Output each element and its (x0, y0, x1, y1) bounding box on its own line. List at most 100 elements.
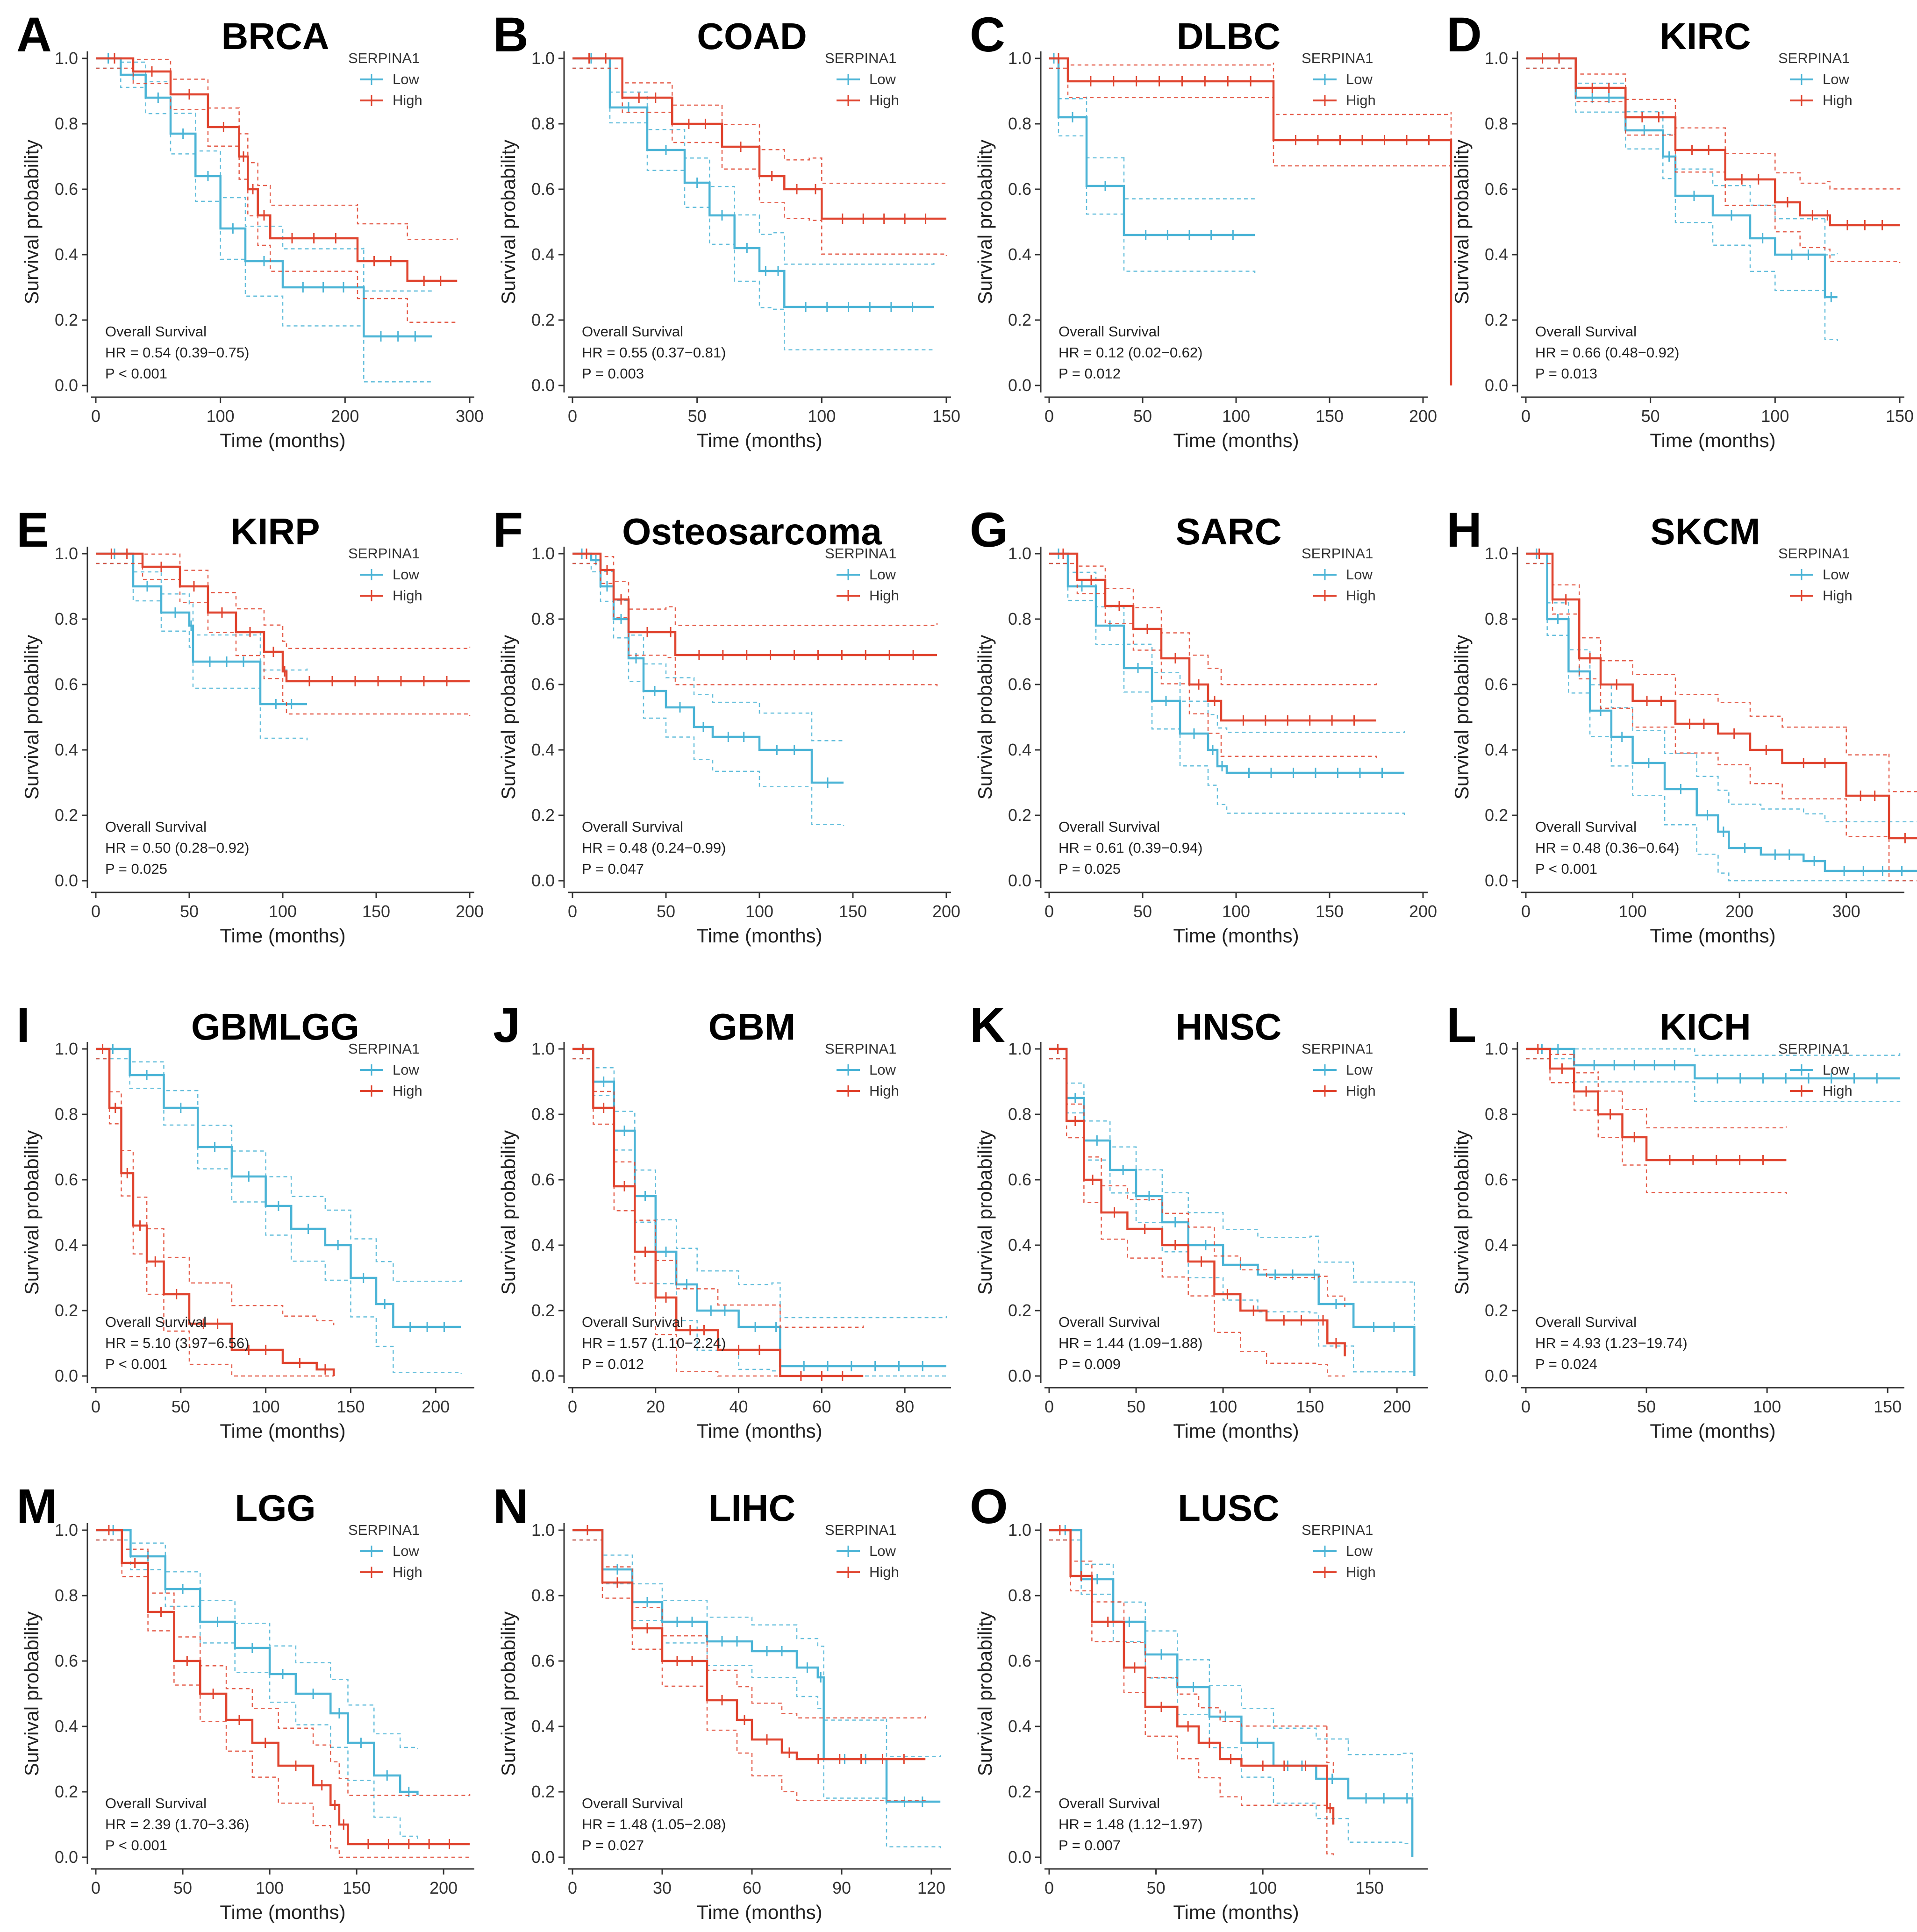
y-axis-title: Survival probability (497, 635, 519, 800)
legend-label-low: Low (1346, 1543, 1373, 1559)
y-tick-label: 0.8 (1485, 114, 1508, 133)
y-tick-label: 0.6 (1485, 675, 1508, 694)
x-tick-label: 100 (1222, 902, 1250, 921)
y-tick-label: 0.4 (1485, 1235, 1508, 1255)
hazard-ratio: HR = 1.57 (1.10−2.24) (582, 1335, 726, 1351)
x-tick-label: 0 (1044, 1878, 1054, 1897)
y-tick-label: 0.0 (531, 871, 555, 890)
x-tick-label: 150 (343, 1878, 371, 1897)
ci-band-low-upper (572, 1048, 947, 1319)
y-tick-label: 0.4 (55, 1717, 78, 1736)
x-tick-label: 100 (745, 902, 773, 921)
survival-curve-high (572, 552, 937, 656)
y-tick-label: 0.4 (1485, 245, 1508, 264)
survival-curve-low (1526, 57, 1838, 299)
hazard-ratio: HR = 0.50 (0.28−0.92) (105, 840, 249, 856)
survival-curve-high (1049, 1529, 1335, 1825)
ci-band-low-lower (1526, 67, 1838, 341)
km-panel-f: F Osteosarcoma 0.0 0.2 0.4 0.6 0.8 1.0 0 50 100 150… (493, 503, 960, 947)
x-tick-label: 0 (1521, 406, 1531, 426)
p-value: P = 0.012 (582, 1356, 644, 1372)
y-tick-label: 0.6 (1485, 1170, 1508, 1189)
km-panel-o: O LUSC 0.0 0.2 0.4 0.6 0.8 1.0 0 50 100 150 Time (mo… (970, 1479, 1428, 1923)
y-tick-label: 0.4 (1008, 245, 1031, 264)
legend-title: SERPINA1 (348, 545, 420, 562)
x-tick-label: 50 (1641, 406, 1660, 426)
ci-band-high-upper (1526, 553, 1917, 792)
y-tick-label: 0.6 (1485, 179, 1508, 199)
stat-label: Overall Survival (1535, 323, 1637, 340)
panel-letter: M (16, 1479, 57, 1534)
p-value: P = 0.025 (105, 861, 167, 877)
p-value: P = 0.025 (1059, 861, 1121, 877)
p-value: P < 0.001 (105, 1356, 167, 1372)
panel-letter: D (1446, 7, 1482, 62)
chart-title: DLBC (1177, 15, 1280, 57)
y-tick-label: 0.8 (55, 609, 78, 628)
ci-band-high-upper (572, 57, 947, 184)
ci-band-high-lower (1526, 67, 1901, 264)
y-tick-label: 0.4 (1008, 740, 1031, 759)
x-tick-label: 100 (252, 1397, 280, 1416)
survival-curve-high (1526, 552, 1917, 840)
survival-curve-high (1049, 1048, 1346, 1356)
y-tick-label: 0.8 (55, 1586, 78, 1605)
km-panel-c: C DLBC 0.0 0.2 0.4 0.6 0.8 1.0 0 50 100 150 200 Time … (970, 7, 1452, 451)
hazard-ratio: HR = 0.61 (0.39−0.94) (1059, 840, 1202, 856)
panel-letter: C (970, 7, 1005, 62)
x-tick-label: 100 (808, 406, 836, 426)
survival-curve-high (96, 57, 458, 282)
y-tick-label: 0.6 (531, 675, 555, 694)
x-axis-title: Time (months) (220, 925, 345, 947)
stat-label: Overall Survival (582, 1795, 683, 1811)
survival-curve-high (96, 1529, 470, 1846)
legend-title: SERPINA1 (825, 1041, 896, 1057)
survival-curve-low (1049, 552, 1404, 774)
x-tick-label: 200 (1383, 1397, 1411, 1416)
y-axis-title: Survival probability (21, 1130, 43, 1295)
legend-label-high: High (1823, 587, 1853, 604)
legend-label-high: High (869, 1083, 899, 1099)
stat-label: Overall Survival (105, 1795, 207, 1811)
y-tick-label: 1.0 (531, 1039, 555, 1058)
survival-curve-high (1049, 57, 1452, 385)
y-tick-label: 1.0 (1008, 1520, 1031, 1540)
y-axis-title: Survival probability (497, 1611, 519, 1776)
y-tick-label: 0.2 (55, 310, 78, 329)
y-tick-label: 0.8 (531, 609, 555, 628)
chart-title: GBM (708, 1006, 796, 1048)
x-tick-label: 0 (568, 902, 577, 921)
panel-letter: N (493, 1479, 529, 1534)
ci-band-low-upper (1049, 57, 1256, 200)
panel-letter: E (16, 503, 49, 557)
y-axis-title: Survival probability (974, 1130, 996, 1295)
stat-label: Overall Survival (105, 819, 207, 835)
ci-band-high-upper (96, 57, 458, 240)
km-panel-m: M LGG 0.0 0.2 0.4 0.6 0.8 1.0 0 50 100 150 200 Time (… (16, 1479, 474, 1923)
y-tick-label: 0.8 (55, 1105, 78, 1124)
legend-label-low: Low (393, 71, 419, 87)
chart-title: KIRP (230, 511, 320, 552)
x-tick-label: 150 (1886, 406, 1914, 426)
panel-letter: H (1446, 503, 1482, 557)
ci-band-high-upper (572, 1529, 926, 1719)
km-panel-i: I GBMLGG 0.0 0.2 0.4 0.6 0.8 1.0 0 50 100 150 200 Tim… (16, 998, 474, 1442)
y-tick-label: 1.0 (1008, 1039, 1031, 1058)
x-tick-label: 200 (331, 406, 359, 426)
x-tick-label: 120 (917, 1878, 945, 1897)
ci-band-high-upper (1526, 57, 1901, 190)
ci-band-low-upper (1526, 553, 1917, 822)
legend-title: SERPINA1 (348, 1041, 420, 1057)
y-tick-label: 0.2 (1008, 1782, 1031, 1801)
x-axis-title: Time (months) (696, 925, 822, 947)
km-panel-j: J GBM 0.0 0.2 0.4 0.6 0.8 1.0 0 20 40 60 80 Time (mon… (493, 998, 951, 1442)
x-axis-title: Time (months) (1650, 1420, 1775, 1442)
hazard-ratio: HR = 1.44 (1.09−1.88) (1059, 1335, 1202, 1351)
y-axis-title: Survival probability (1451, 140, 1473, 305)
panel-letter: B (493, 7, 529, 62)
x-tick-label: 200 (932, 902, 960, 921)
hazard-ratio: HR = 0.12 (0.02−0.62) (1059, 344, 1202, 361)
survival-curve-low (1049, 57, 1255, 236)
x-tick-label: 50 (1133, 406, 1152, 426)
x-tick-label: 150 (1874, 1397, 1902, 1416)
